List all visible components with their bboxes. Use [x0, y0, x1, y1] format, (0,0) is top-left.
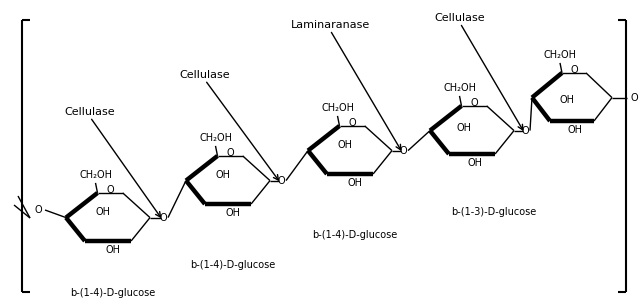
Text: Cellulase: Cellulase — [180, 70, 230, 80]
Text: b-(1-4)-D-glucose: b-(1-4)-D-glucose — [190, 260, 276, 270]
Text: O: O — [630, 93, 638, 102]
Text: O: O — [348, 118, 356, 128]
Text: OH: OH — [348, 178, 362, 188]
Text: O: O — [277, 176, 285, 186]
Text: CH₂OH: CH₂OH — [199, 133, 232, 143]
Text: OH: OH — [106, 245, 120, 255]
Text: Cellulase: Cellulase — [435, 13, 485, 23]
Text: Cellulase: Cellulase — [65, 107, 115, 117]
Text: OH: OH — [467, 158, 483, 168]
Text: CH₂OH: CH₂OH — [79, 170, 112, 180]
Text: OH: OH — [456, 123, 472, 133]
Text: b-(1-4)-D-glucose: b-(1-4)-D-glucose — [312, 230, 397, 240]
Text: b-(1-3)-D-glucose: b-(1-3)-D-glucose — [451, 207, 536, 217]
Text: OH: OH — [337, 140, 353, 150]
Text: O: O — [521, 126, 529, 136]
Text: O: O — [106, 185, 114, 195]
Text: OH: OH — [225, 208, 241, 218]
Text: b-(1-4)-D-glucose: b-(1-4)-D-glucose — [70, 288, 156, 298]
Text: CH₂OH: CH₂OH — [321, 103, 354, 113]
Text: CH₂OH: CH₂OH — [543, 50, 577, 60]
Text: O: O — [399, 145, 407, 156]
Text: OH: OH — [568, 125, 582, 135]
Text: O: O — [570, 65, 578, 75]
Text: O: O — [159, 213, 167, 223]
Text: OH: OH — [216, 170, 230, 180]
Text: OH: OH — [95, 207, 111, 217]
Text: Laminaranase: Laminaranase — [291, 20, 370, 30]
Text: O: O — [34, 205, 42, 215]
Text: O: O — [470, 98, 478, 108]
Text: OH: OH — [559, 95, 575, 105]
Text: O: O — [227, 148, 234, 158]
Text: CH₂OH: CH₂OH — [443, 83, 476, 93]
